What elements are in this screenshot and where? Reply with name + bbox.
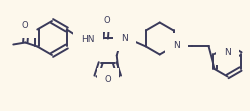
Text: N: N: [172, 41, 179, 50]
Text: O: O: [104, 75, 110, 84]
Text: O: O: [22, 21, 29, 30]
Text: N: N: [223, 48, 230, 57]
Text: N: N: [121, 34, 128, 43]
Text: O: O: [103, 16, 110, 25]
Text: HN: HN: [81, 35, 94, 44]
